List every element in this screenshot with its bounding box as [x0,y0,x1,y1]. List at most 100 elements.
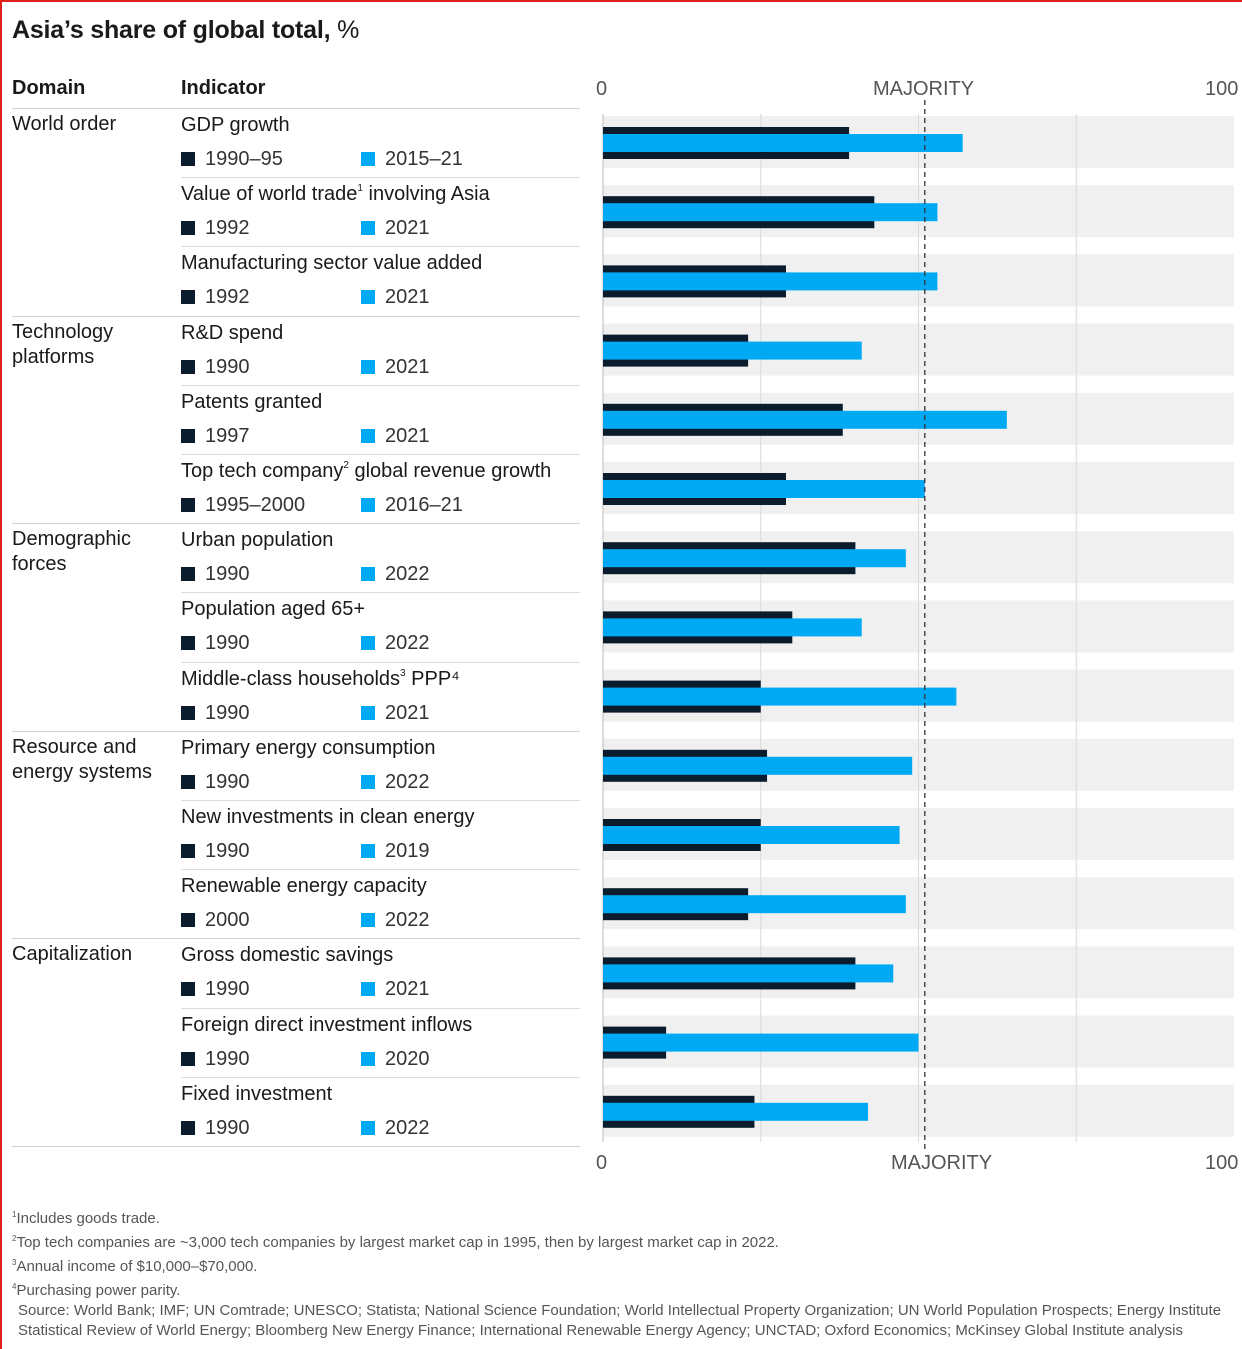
legend-late-period: 2021 [361,356,430,379]
axis-bottom-majority-label: MAJORITY [891,1152,993,1174]
indicator-label: Renewable energy capacity [181,875,427,898]
legend-early-period: 1992 [181,286,250,309]
bar-late [603,687,957,706]
indicator-column-header: Indicator [181,77,266,99]
domain-divider [12,523,580,525]
indicator-label: Middle-class households3 PPP⁴ [181,667,460,690]
footnote-1: 1Includes goods trade. [12,1210,160,1227]
legend-early-period: 2000 [181,909,250,932]
legend-early-period: 1990 [181,840,250,863]
legend-early-period: 1990 [181,1117,250,1140]
row-divider [181,1076,580,1078]
row-divider [181,384,580,386]
axis-bottom-max-label: 100 [1205,1152,1239,1174]
legend-swatch-early [181,982,195,997]
indicator-label: Top tech company2 global revenue growth [181,460,552,482]
indicator-label: R&D spend [181,321,284,344]
legend-late-period: 2015–21 [361,148,463,171]
legend-swatch-early [181,774,195,789]
domain-label: World order [12,113,117,135]
domain-label: Demographic forces [12,528,131,576]
legend-swatch-late [361,152,375,166]
legend-early-period: 1995–2000 [181,494,305,517]
row-divider [181,1007,580,1009]
legend-late-period: 2020 [361,1048,430,1071]
legend-swatch-late [361,428,375,443]
footnotes: 1Includes goods trade. 2Top tech compani… [12,1205,1227,1341]
row-divider [181,454,580,455]
legend-late-period: 2022 [361,632,430,655]
domain-divider [12,315,580,317]
legend-early-period: 1990 [181,702,250,725]
row-divider [181,246,580,248]
row-divider [181,592,580,594]
legend-late-period: 2022 [361,563,430,586]
legend-early-period: 1990 [181,978,250,1001]
source-note: Source: World Bank; IMF; UN Comtrade; UN… [18,1302,1222,1339]
domain-divider [12,108,580,109]
bar-late [603,826,900,844]
bar-late [603,410,1007,429]
indicator-label: Fixed investment [181,1082,333,1105]
legend-swatch-early [181,1120,195,1135]
legend-swatch-late [361,498,375,512]
legend-early-period: 1990 [181,1048,250,1071]
legend-late-period: 2021 [361,425,430,448]
legend-swatch-late [361,982,375,997]
legend-swatch-early [181,636,195,651]
domain-label: Capitalization [12,943,133,966]
axis-top-majority-label: MAJORITY [873,78,975,100]
legend-late-period: 2019 [361,840,430,863]
indicator-label: Manufacturing sector value added [181,252,483,275]
axis-top-min-label: 0 [596,78,608,100]
indicator-label: New investments in clean energy [181,806,475,828]
footnote-3: 3Annual income of $10,000–$70,000. [12,1258,258,1275]
legend-swatch-early [181,428,195,443]
bar-late [603,549,906,568]
legend-early-period: 1997 [181,425,250,448]
bar-late [603,134,963,152]
domain-divider [12,730,580,732]
legend-swatch-early [181,844,195,858]
indicator-label: Urban population [181,529,334,552]
legend-early-period: 1990 [181,356,250,379]
legend-swatch-late [361,774,375,789]
legend-swatch-early [181,913,195,928]
bar-late [603,480,925,498]
legend-swatch-early [181,290,195,305]
legend-swatch-late [361,844,375,858]
domain-label: Resource and energy systems [12,735,153,783]
legend-swatch-late [361,290,375,305]
legend-late-period: 2021 [361,978,430,1001]
legend-early-period: 1990–95 [181,148,283,171]
chart-title-unit: % [337,16,360,44]
legend-early-period: 1990 [181,771,250,794]
row-divider [181,869,580,871]
domain-column-header: Domain [12,77,86,99]
indicator-label: Primary energy consumption [181,736,436,759]
legend-early-period: 1990 [181,632,250,655]
legend-late-period: 2022 [361,771,430,794]
legend-swatch-early [181,1051,195,1066]
legend-swatch-late [361,1051,375,1066]
bar-late [603,964,894,983]
row-divider [181,177,580,179]
legend-swatch-early [181,567,195,582]
axis-bottom-min-label: 0 [596,1152,608,1174]
indicator-label: Population aged 65+ [181,598,366,621]
axis-top-max-label: 100 [1205,78,1239,100]
legend-early-period: 1992 [181,217,250,240]
legend-swatch-late [361,221,375,236]
domain-label: Technology platforms [12,320,114,368]
legend-swatch-late [361,1120,375,1135]
bar-late [603,756,913,775]
chart-title: Asia’s share of global total, % [12,16,359,45]
legend-early-period: 1990 [181,563,250,586]
indicator-label: Foreign direct investment inflows [181,1013,473,1036]
bar-late [603,1033,919,1052]
legend-swatch-early [181,498,195,512]
legend-swatch-late [361,705,375,720]
chart-title-text: Asia’s share of global total, [12,16,331,44]
